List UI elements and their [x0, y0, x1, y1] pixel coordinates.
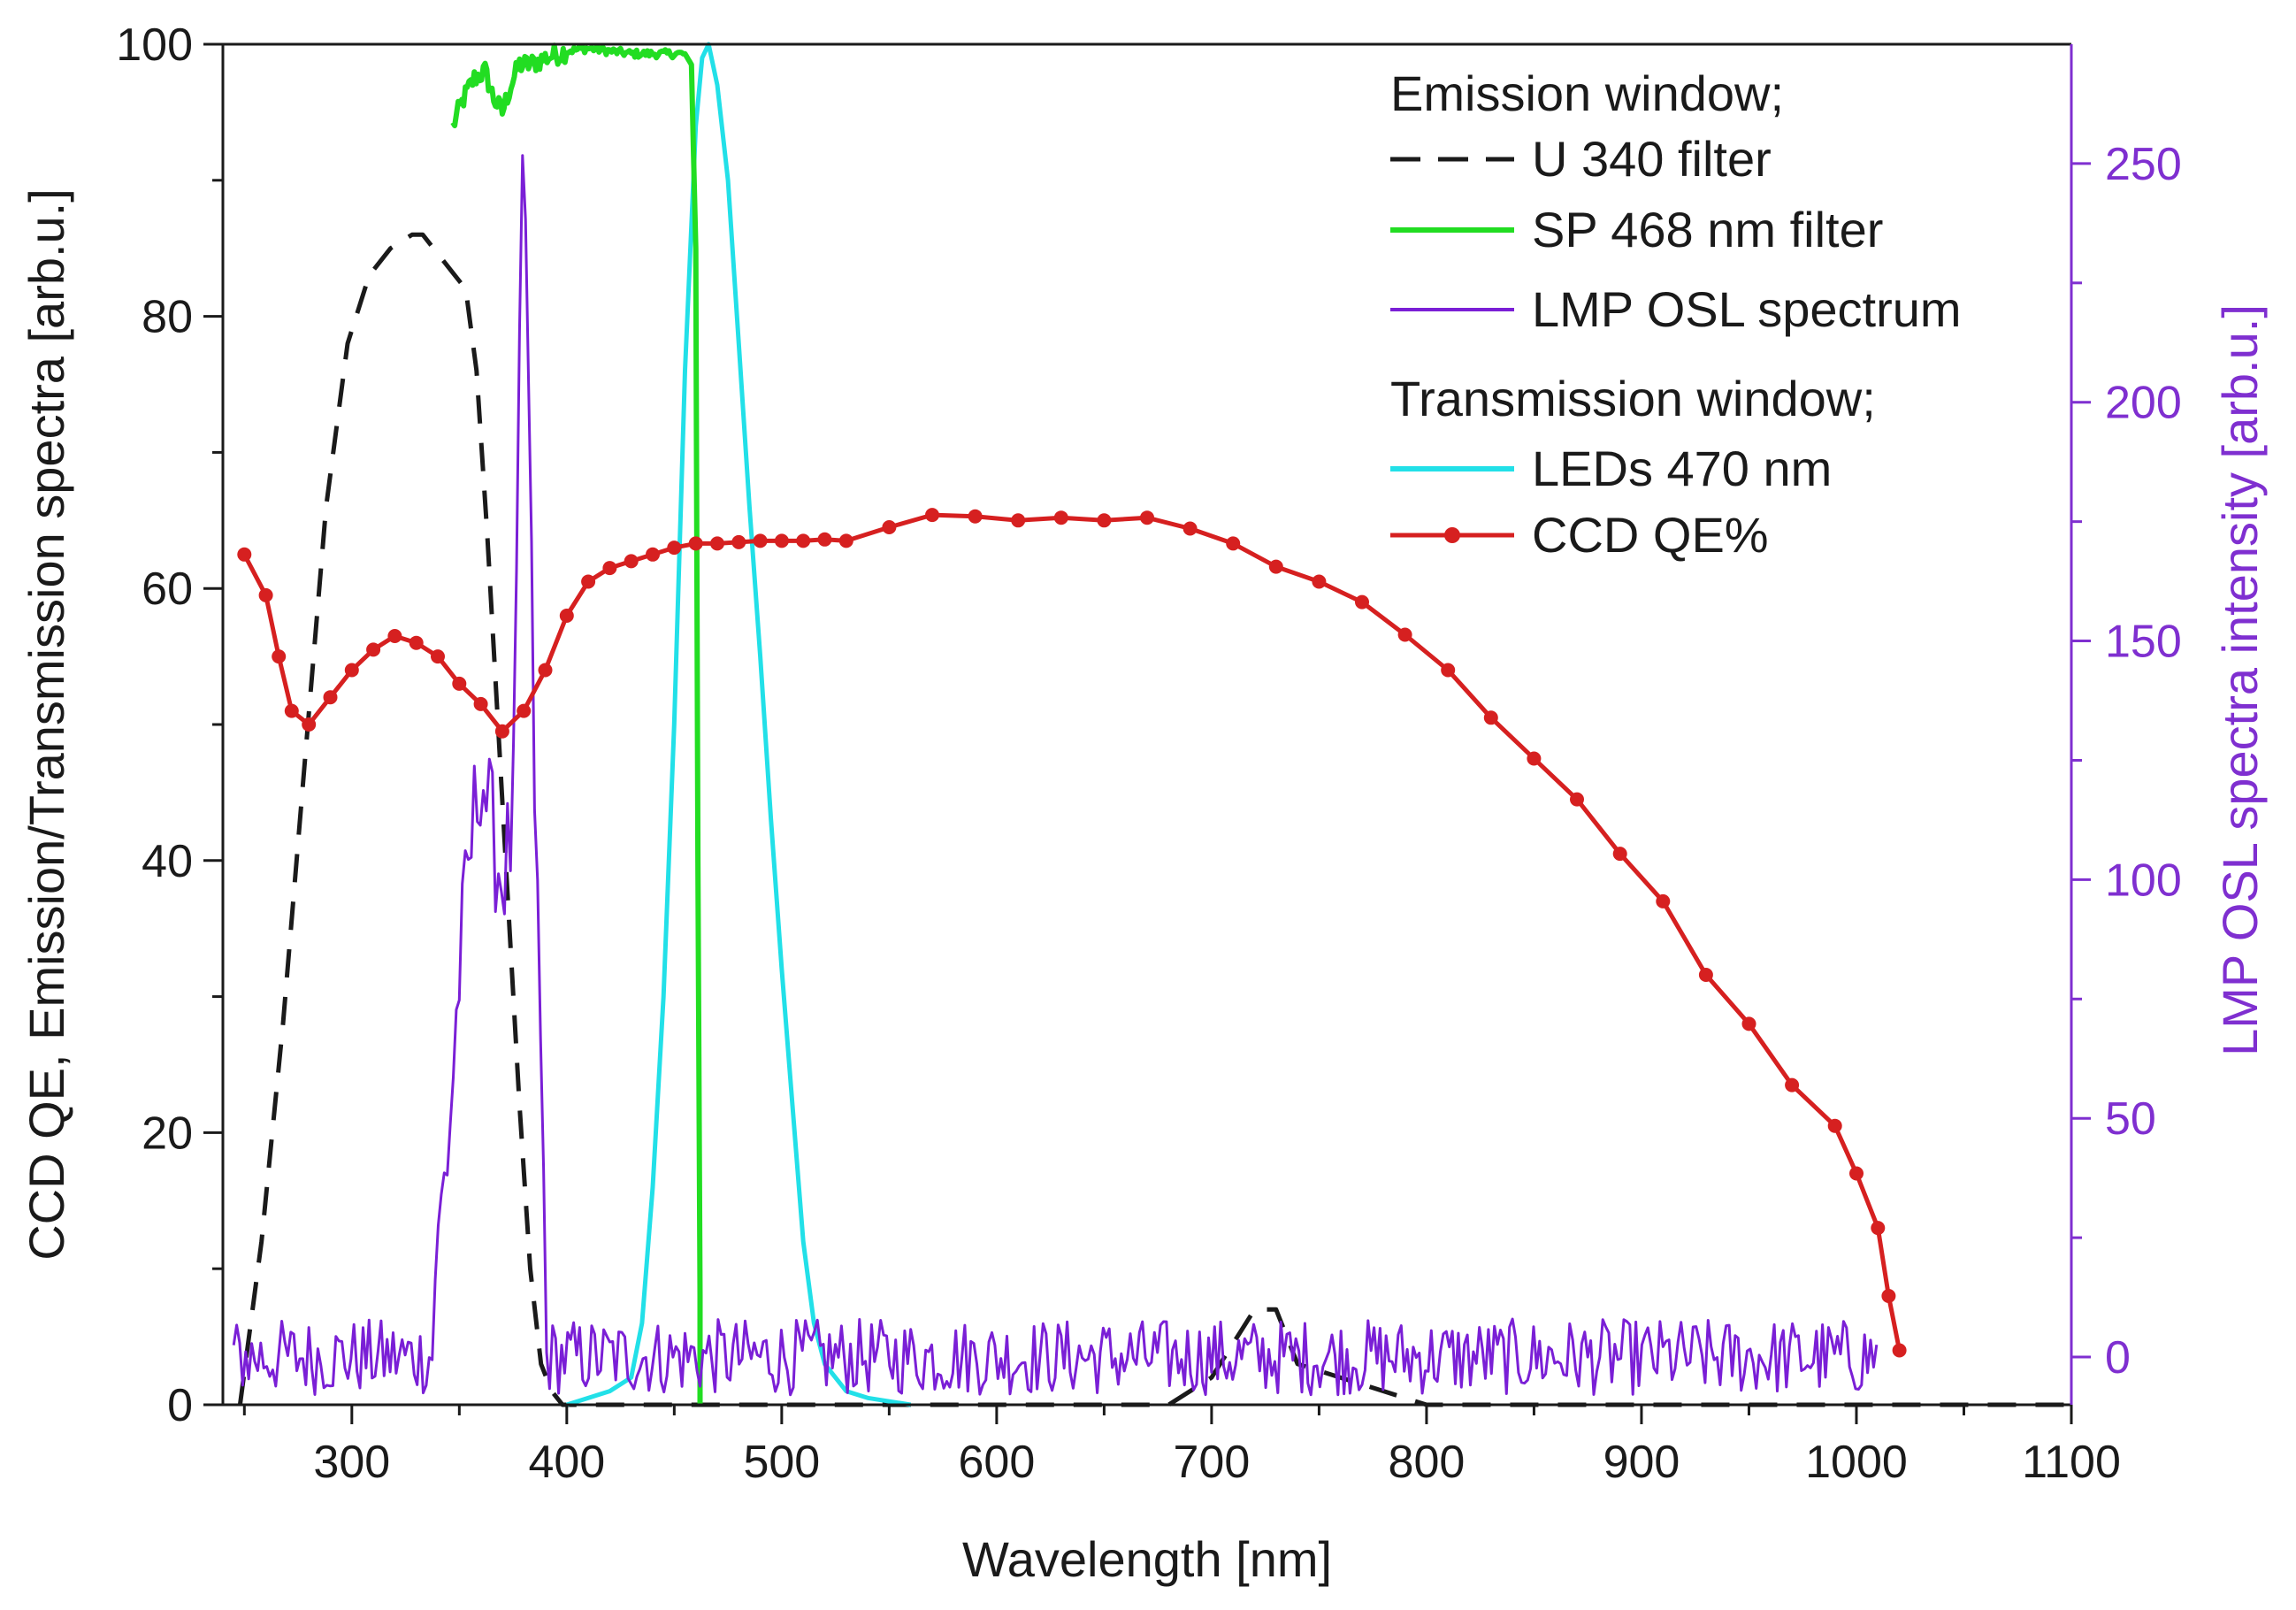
series-4-point-45 [1527, 751, 1542, 766]
series-4-point-6 [344, 663, 359, 678]
series-4-point-12 [473, 696, 488, 711]
legend-header-transmission: Transmission window; [1390, 371, 1876, 426]
legend-label-4: CCD QE% [1532, 507, 1769, 563]
y2-tick-label: 50 [2105, 1093, 2156, 1145]
series-4-point-46 [1570, 792, 1584, 807]
y-tick-label: 60 [142, 564, 193, 615]
series-4-point-50 [1741, 1016, 1756, 1031]
x-tick-label: 1000 [1805, 1437, 1908, 1488]
legend-label-0: U 340 filter [1532, 131, 1772, 187]
series-4-point-27 [796, 533, 811, 548]
series-4-point-10 [431, 649, 445, 664]
y2-tick-label: 200 [2105, 378, 2182, 429]
series-4-point-28 [817, 532, 832, 547]
series-4-point-5 [323, 690, 338, 705]
x-tick-label: 500 [743, 1437, 820, 1488]
series-4-point-19 [624, 554, 639, 569]
series-4-point-23 [710, 536, 724, 551]
x-tick-label: 1100 [2022, 1437, 2121, 1488]
series-4-point-48 [1656, 893, 1671, 908]
plot-series [232, 42, 2071, 1407]
series-4-point-31 [925, 508, 939, 523]
series-4-point-11 [452, 676, 467, 691]
series-4-point-21 [667, 540, 682, 556]
y2-tick-label: 0 [2105, 1332, 2131, 1384]
series-4-point-13 [494, 724, 509, 739]
series-4-point-3 [284, 703, 299, 718]
series-4-point-43 [1441, 663, 1456, 678]
y-tick-label: 100 [116, 19, 193, 71]
legend-label-2: LMP OSL spectrum [1532, 281, 1962, 337]
series-4-point-36 [1140, 510, 1154, 525]
series-4-point-51 [1785, 1077, 1800, 1092]
y2-tick-label: 250 [2105, 139, 2182, 190]
series-4-point-41 [1355, 594, 1369, 610]
series-4-point-15 [538, 663, 553, 678]
series-4-point-47 [1612, 847, 1627, 862]
series-4-point-20 [646, 547, 660, 562]
series-line-1 [450, 42, 703, 1405]
series-4-point-39 [1268, 559, 1283, 574]
series-4-point-7 [366, 642, 381, 657]
x-tick-label: 300 [313, 1437, 390, 1488]
y-tick-label: 20 [142, 1108, 193, 1159]
series-4-point-16 [559, 609, 574, 623]
series-4-point-9 [409, 635, 424, 650]
y-axis-title: CCD QE, Emission/Transmission spectra [a… [19, 188, 74, 1261]
series-line-3 [566, 42, 912, 1407]
series-4-point-4 [302, 717, 317, 732]
series-4-point-25 [753, 533, 768, 548]
series-4-point-55 [1881, 1289, 1896, 1303]
series-4-point-18 [602, 561, 617, 576]
y2-tick-label: 150 [2105, 617, 2182, 668]
y-tick-label: 80 [142, 292, 193, 343]
series-4-point-30 [882, 520, 897, 534]
series-line-2 [232, 154, 1879, 1397]
y-tick-label: 0 [167, 1380, 193, 1431]
series-4-point-22 [688, 536, 703, 551]
series-4-point-17 [581, 574, 596, 589]
series-4-point-37 [1182, 521, 1198, 536]
series-4-point-56 [1892, 1343, 1907, 1358]
legend-marker-4 [1444, 527, 1460, 543]
legend: Emission window; Transmission window; U 34… [1390, 65, 1962, 563]
x-axis-title: Wavelength [nm] [962, 1531, 1332, 1587]
y2-axis-title: LMP OSL spectra intensity [arb.u.] [2212, 304, 2268, 1056]
series-4-point-53 [1849, 1166, 1864, 1181]
series-4-point-34 [1053, 510, 1068, 525]
series-4-point-33 [1011, 513, 1026, 528]
series-4-point-29 [838, 533, 853, 548]
legend-label-3: LEDs 470 nm [1532, 441, 1832, 496]
x-tick-label: 600 [959, 1437, 1036, 1488]
y2-tick-label: 100 [2105, 855, 2182, 906]
series-4-point-38 [1226, 536, 1241, 551]
x-tick-label: 900 [1603, 1437, 1680, 1488]
series-4-point-1 [258, 587, 273, 602]
x-tick-label: 400 [528, 1437, 605, 1488]
series-4-point-52 [1827, 1118, 1842, 1133]
series-line-0 [237, 232, 2071, 1407]
series-4-point-32 [968, 509, 983, 524]
series-4-point-0 [237, 547, 252, 562]
series-4-point-24 [731, 534, 746, 549]
series-4-point-2 [272, 649, 287, 664]
series-4-point-54 [1871, 1221, 1886, 1236]
axes: 300 400 500 600 700 800 900 1000 110002040608010… [19, 19, 2268, 1587]
series-4-point-44 [1483, 710, 1498, 725]
x-tick-label: 800 [1389, 1437, 1466, 1488]
series-4-point-49 [1698, 968, 1713, 982]
series-4-point-14 [517, 703, 532, 718]
y-tick-label: 40 [142, 836, 193, 887]
legend-header-emission: Emission window; [1390, 65, 1784, 121]
x-tick-label: 700 [1174, 1437, 1251, 1488]
series-4-point-42 [1397, 627, 1412, 642]
series-4-point-8 [387, 629, 402, 643]
series-4-point-40 [1312, 574, 1327, 589]
series-4-point-26 [774, 533, 789, 548]
legend-label-1: SP 468 nm filter [1532, 202, 1883, 257]
series-4-point-35 [1097, 513, 1112, 528]
